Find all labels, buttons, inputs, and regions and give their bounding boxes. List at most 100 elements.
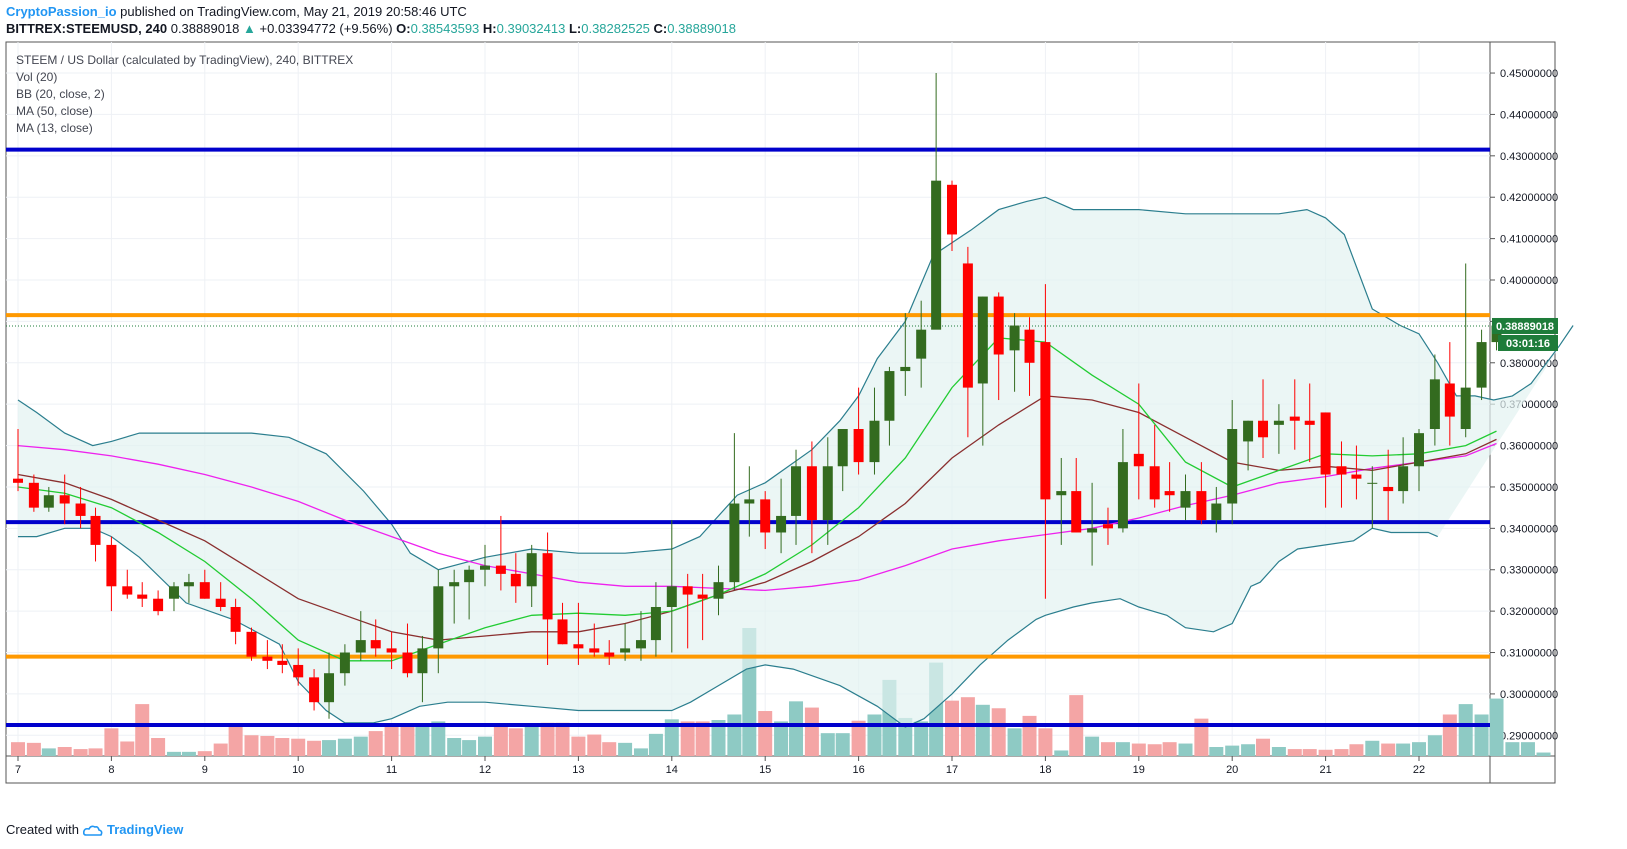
symbol-name: BITTREX:STEEMUSD, 240 (6, 21, 168, 36)
candle (776, 478, 787, 554)
volume-bar (540, 722, 555, 756)
candle-body (713, 582, 724, 599)
candle (526, 544, 537, 607)
volume-bar (1520, 742, 1535, 756)
candle-body (853, 429, 864, 463)
volume-bar (1427, 735, 1442, 756)
volume-bar (135, 704, 150, 756)
x-tick-label: 21 (1319, 764, 1331, 776)
volume-bar (181, 751, 196, 756)
candle-body (666, 586, 677, 607)
volume-bar (431, 721, 446, 756)
volume-bar (1147, 744, 1162, 756)
candle-body (90, 515, 101, 545)
x-tick-label: 20 (1226, 764, 1238, 776)
volume-bar (1474, 714, 1489, 756)
candle-body (464, 569, 475, 583)
candle-body (495, 565, 506, 574)
legend-ma13[interactable]: MA (13, close) (16, 121, 93, 135)
candle (993, 292, 1004, 401)
candle-body (776, 515, 787, 533)
candle (106, 536, 117, 612)
volume-bar (400, 724, 415, 756)
footer-created: Created with (6, 822, 79, 837)
candle-body (791, 466, 802, 516)
candle (1164, 462, 1175, 512)
candle-body (122, 586, 133, 595)
candle (1351, 445, 1362, 500)
candle-body (744, 499, 755, 504)
tradingview-cloud-icon (82, 825, 103, 836)
y-tick-label: 0.29000000 (1500, 730, 1558, 742)
candle (1304, 383, 1315, 463)
candle-body (1258, 420, 1269, 438)
footer-brand[interactable]: TradingView (106, 822, 184, 837)
candle-body (1336, 466, 1347, 475)
candle (246, 627, 257, 661)
volume-bar (447, 738, 462, 756)
y-tick-label: 0.30000000 (1500, 689, 1558, 701)
volume-bar (1225, 745, 1240, 756)
volume-bar (695, 721, 710, 756)
volume-bar (260, 735, 275, 756)
candle-body (1398, 466, 1409, 492)
volume-bar (415, 724, 430, 756)
candle (309, 669, 320, 711)
volume-bar (1365, 740, 1380, 756)
volume-bar (88, 748, 103, 756)
legend-bb[interactable]: BB (20, close, 2) (16, 87, 105, 101)
volume-bar (1038, 728, 1053, 756)
candle-body (153, 598, 164, 612)
candle (1196, 462, 1207, 525)
volume-bar (524, 726, 539, 756)
candle (884, 366, 895, 446)
volume-bar (462, 740, 477, 756)
candle-body (1071, 491, 1082, 533)
candle (433, 569, 444, 674)
candle-body (1243, 420, 1254, 442)
candle (542, 532, 553, 665)
legend-ma50[interactable]: MA (50, close) (16, 104, 93, 118)
candle-body (449, 582, 460, 587)
candle-body (1009, 325, 1020, 351)
candle (339, 644, 350, 686)
volume-bar (1022, 715, 1037, 756)
volume-bar (337, 738, 352, 756)
volume-bar (1100, 742, 1115, 756)
candle-body (510, 573, 521, 587)
candle (402, 623, 413, 678)
legend-title: STEEM / US Dollar (calculated by Trading… (16, 53, 354, 67)
author-link[interactable]: CryptoPassion_io (6, 4, 117, 19)
candle-body (1133, 453, 1144, 467)
candle (962, 246, 973, 438)
candle (1273, 404, 1284, 454)
footer: Created with TradingView (6, 822, 183, 837)
candle (1227, 400, 1238, 525)
candle-body (43, 495, 54, 508)
low-label: L: (568, 21, 582, 36)
candle-body (106, 544, 117, 587)
candle (589, 623, 600, 657)
x-tick-label: 10 (292, 764, 304, 776)
candle-body (1227, 429, 1238, 504)
y-tick-label: 0.40000000 (1500, 275, 1558, 287)
open-value: 0.38543593 (410, 21, 480, 36)
volume-bar (166, 751, 181, 756)
candle (370, 619, 381, 657)
candle-body (402, 652, 413, 674)
y-tick-label: 0.43000000 (1500, 151, 1558, 163)
legend-vol[interactable]: Vol (20) (16, 70, 58, 84)
candle-body (526, 553, 537, 587)
volume-bar (914, 721, 929, 756)
volume-bar (11, 742, 25, 756)
candle-body (1056, 491, 1067, 496)
volume-bar (898, 717, 913, 756)
volume-bar (727, 714, 742, 756)
candle (806, 441, 817, 554)
candle (28, 474, 39, 512)
candle-body (1367, 482, 1378, 484)
candle (168, 582, 179, 612)
volume-bar (1381, 743, 1396, 756)
candle (977, 296, 988, 446)
